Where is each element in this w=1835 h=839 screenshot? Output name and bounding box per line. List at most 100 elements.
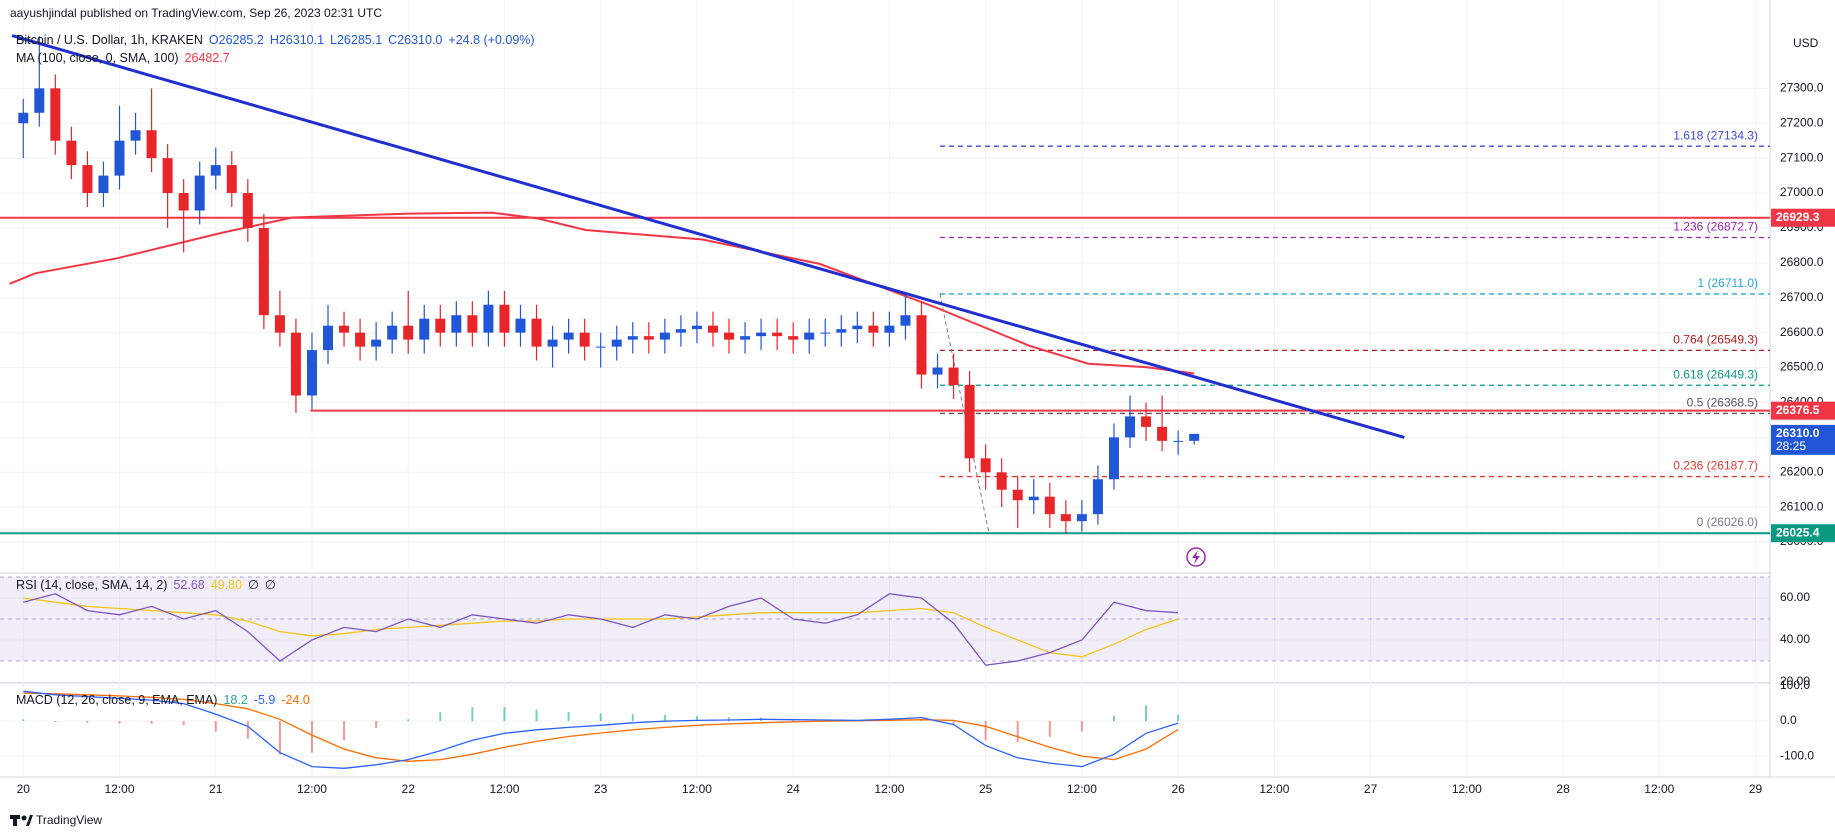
candle-body: [836, 329, 847, 333]
candle-body: [900, 315, 911, 326]
candle-body: [531, 318, 542, 347]
candle-body: [643, 336, 654, 340]
macd-histogram-bar: [278, 721, 281, 755]
y-tick-label: 40.00: [1780, 632, 1810, 646]
macd-histogram-bar: [984, 721, 987, 741]
macd-histogram-bar: [695, 716, 698, 722]
currency-label: USD: [1793, 36, 1819, 50]
x-tick-label: 21: [209, 782, 223, 796]
macd-histogram-bar: [663, 714, 666, 722]
candle-body: [1173, 440, 1184, 442]
candle-body: [707, 325, 718, 333]
alert-icon[interactable]: [1186, 547, 1206, 567]
x-tick-label: 26: [1171, 782, 1185, 796]
fib-label: 1 (26711.0): [1698, 276, 1759, 290]
candle-body: [50, 88, 61, 141]
candle-body: [178, 193, 189, 211]
macd-value: -5.9: [253, 693, 276, 707]
macd-histogram-bar: [118, 721, 121, 724]
candle-body: [996, 472, 1007, 490]
candle-body: [467, 315, 478, 333]
y-tick-label: 26500.0: [1780, 360, 1824, 374]
price-marker: [1771, 424, 1835, 455]
candle-body: [1092, 479, 1103, 515]
y-tick-label: 27300.0: [1780, 81, 1824, 95]
macd-histogram-bar: [54, 721, 57, 723]
candle-body: [1076, 514, 1087, 522]
x-tick-label: 12:00: [104, 782, 134, 796]
x-tick-label: 12:00: [489, 782, 519, 796]
candle-body: [387, 325, 398, 340]
x-tick-label: 12:00: [682, 782, 712, 796]
author-line: aayushjindal published on TradingView.co…: [10, 6, 383, 20]
candle-body: [451, 315, 462, 333]
candle-body: [659, 332, 670, 340]
candle-body: [1141, 416, 1152, 427]
candle-body: [964, 385, 975, 459]
rsi-line: [23, 593, 1179, 666]
macd-name: MACD (12, 26, close, 9, EMA, EMA): [16, 693, 218, 707]
y-tick-label: 20.00: [1780, 674, 1810, 688]
candle-body: [1028, 496, 1039, 501]
x-tick-label: 23: [594, 782, 608, 796]
candle-body: [611, 339, 622, 347]
x-tick-label: 29: [1749, 782, 1763, 796]
x-tick-label: 25: [979, 782, 993, 796]
fib-label: 0.764 (26549.3): [1673, 333, 1758, 347]
brand-logo: [10, 815, 33, 826]
rsi-extra: ∅: [264, 578, 276, 592]
x-tick-label: 12:00: [1067, 782, 1097, 796]
ohlc-value: C26310.0: [388, 33, 443, 47]
ma-legend: MA (100, close, 0, SMA, 100) 26482.7: [16, 51, 236, 65]
ohlc-value: L26285.1: [330, 33, 383, 47]
price-marker: [1771, 524, 1835, 543]
candle-body: [1189, 433, 1200, 441]
candle-body: [355, 332, 366, 347]
x-tick-label: 27: [1364, 782, 1378, 796]
candle-body: [130, 130, 141, 141]
candle-body: [114, 140, 125, 176]
macd-histogram-bar: [631, 714, 634, 722]
candle-body: [323, 325, 334, 351]
macd-histogram-bar: [86, 721, 89, 723]
macd-histogram-bar: [407, 719, 410, 722]
macd-histogram-bar: [150, 721, 153, 724]
macd-histogram-bar: [1016, 721, 1019, 743]
macd-histogram-bar: [1145, 705, 1148, 722]
y-tick-label: 26100.0: [1780, 499, 1824, 513]
candle-body: [290, 332, 301, 396]
x-tick-label: 12:00: [1644, 782, 1674, 796]
macd-histogram-bar: [503, 707, 506, 722]
y-tick-label: -100.0: [1780, 748, 1814, 762]
candle-body: [691, 325, 702, 330]
macd-histogram-bar: [535, 709, 538, 722]
fib-label: 1.618 (27134.3): [1673, 128, 1758, 142]
price-marker: [1771, 208, 1835, 227]
macd-histogram-bar: [1112, 715, 1115, 722]
candle-body: [579, 332, 590, 347]
macd-line: [23, 690, 1179, 769]
macd-hist-value: 18.2: [223, 693, 248, 707]
ma-name: MA (100, close, 0, SMA, 100): [16, 51, 179, 65]
macd-histogram-bar: [599, 713, 602, 722]
fib-label: 0.5 (26368.5): [1687, 396, 1758, 410]
candle-body: [242, 193, 253, 228]
macd-histogram-bar: [567, 711, 570, 722]
ohlc-value: H26310.1: [269, 33, 325, 47]
candle-body: [852, 325, 863, 330]
y-tick-label: 27200.0: [1780, 115, 1824, 129]
macd-histogram-bar: [439, 712, 442, 722]
macd-histogram-bar: [375, 721, 378, 729]
macd-signal-line: [23, 692, 1179, 762]
candle-body: [258, 227, 269, 316]
candle-body: [932, 367, 943, 375]
rsi-extra: ∅: [248, 578, 259, 592]
macd-histogram-bar: [471, 707, 474, 722]
macd-histogram-bar: [728, 717, 731, 722]
price-marker-timer: 28:25: [1776, 439, 1806, 453]
candle-body: [740, 336, 751, 340]
candle-body: [98, 175, 109, 194]
macd-signal-value: -24.0: [281, 693, 310, 707]
